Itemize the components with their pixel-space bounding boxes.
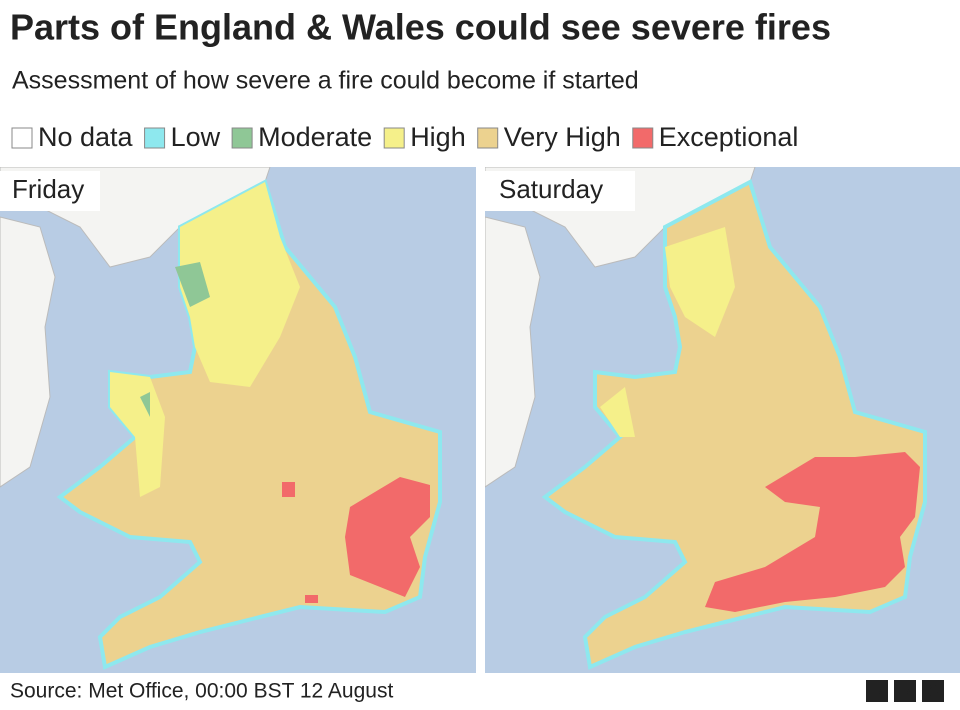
- legend-swatch: [477, 127, 499, 149]
- legend-label: Exceptional: [659, 122, 799, 152]
- panel-label: Friday: [12, 174, 84, 204]
- high-area: [600, 227, 735, 437]
- logo: B B C: [866, 680, 944, 702]
- panel-label: Saturday: [499, 174, 603, 204]
- logo-letter: C: [927, 683, 939, 700]
- title: Parts of England & Wales could see sever…: [10, 7, 831, 48]
- legend: No data Low Moderate High Very High Exception…: [11, 122, 799, 152]
- legend-label: No data: [38, 122, 134, 152]
- legend-swatch: [144, 127, 166, 149]
- label-bg: [0, 171, 100, 211]
- logo-letter: B: [871, 683, 883, 700]
- legend-label: Very High: [504, 122, 621, 152]
- legend-label: High: [410, 122, 466, 152]
- legend-label: Low: [171, 122, 221, 152]
- legend-swatch: [383, 127, 405, 149]
- legend-swatch: [632, 127, 654, 149]
- label-bg: [485, 171, 635, 211]
- source: Source: Met Office, 00:00 BST 12 August: [10, 680, 393, 703]
- moderate-area: [140, 262, 210, 417]
- logo-letter: B: [899, 683, 911, 700]
- legend-swatch: [11, 127, 33, 149]
- legend-swatch: [231, 127, 253, 149]
- exceptional-area: [282, 477, 430, 603]
- subtitle: Assessment of how severe a fire could be…: [12, 67, 639, 95]
- map-friday: Friday: [0, 167, 476, 673]
- map-saturday: Saturday: [485, 167, 960, 673]
- legend-label: Moderate: [258, 122, 372, 152]
- exceptional-area: [705, 452, 920, 612]
